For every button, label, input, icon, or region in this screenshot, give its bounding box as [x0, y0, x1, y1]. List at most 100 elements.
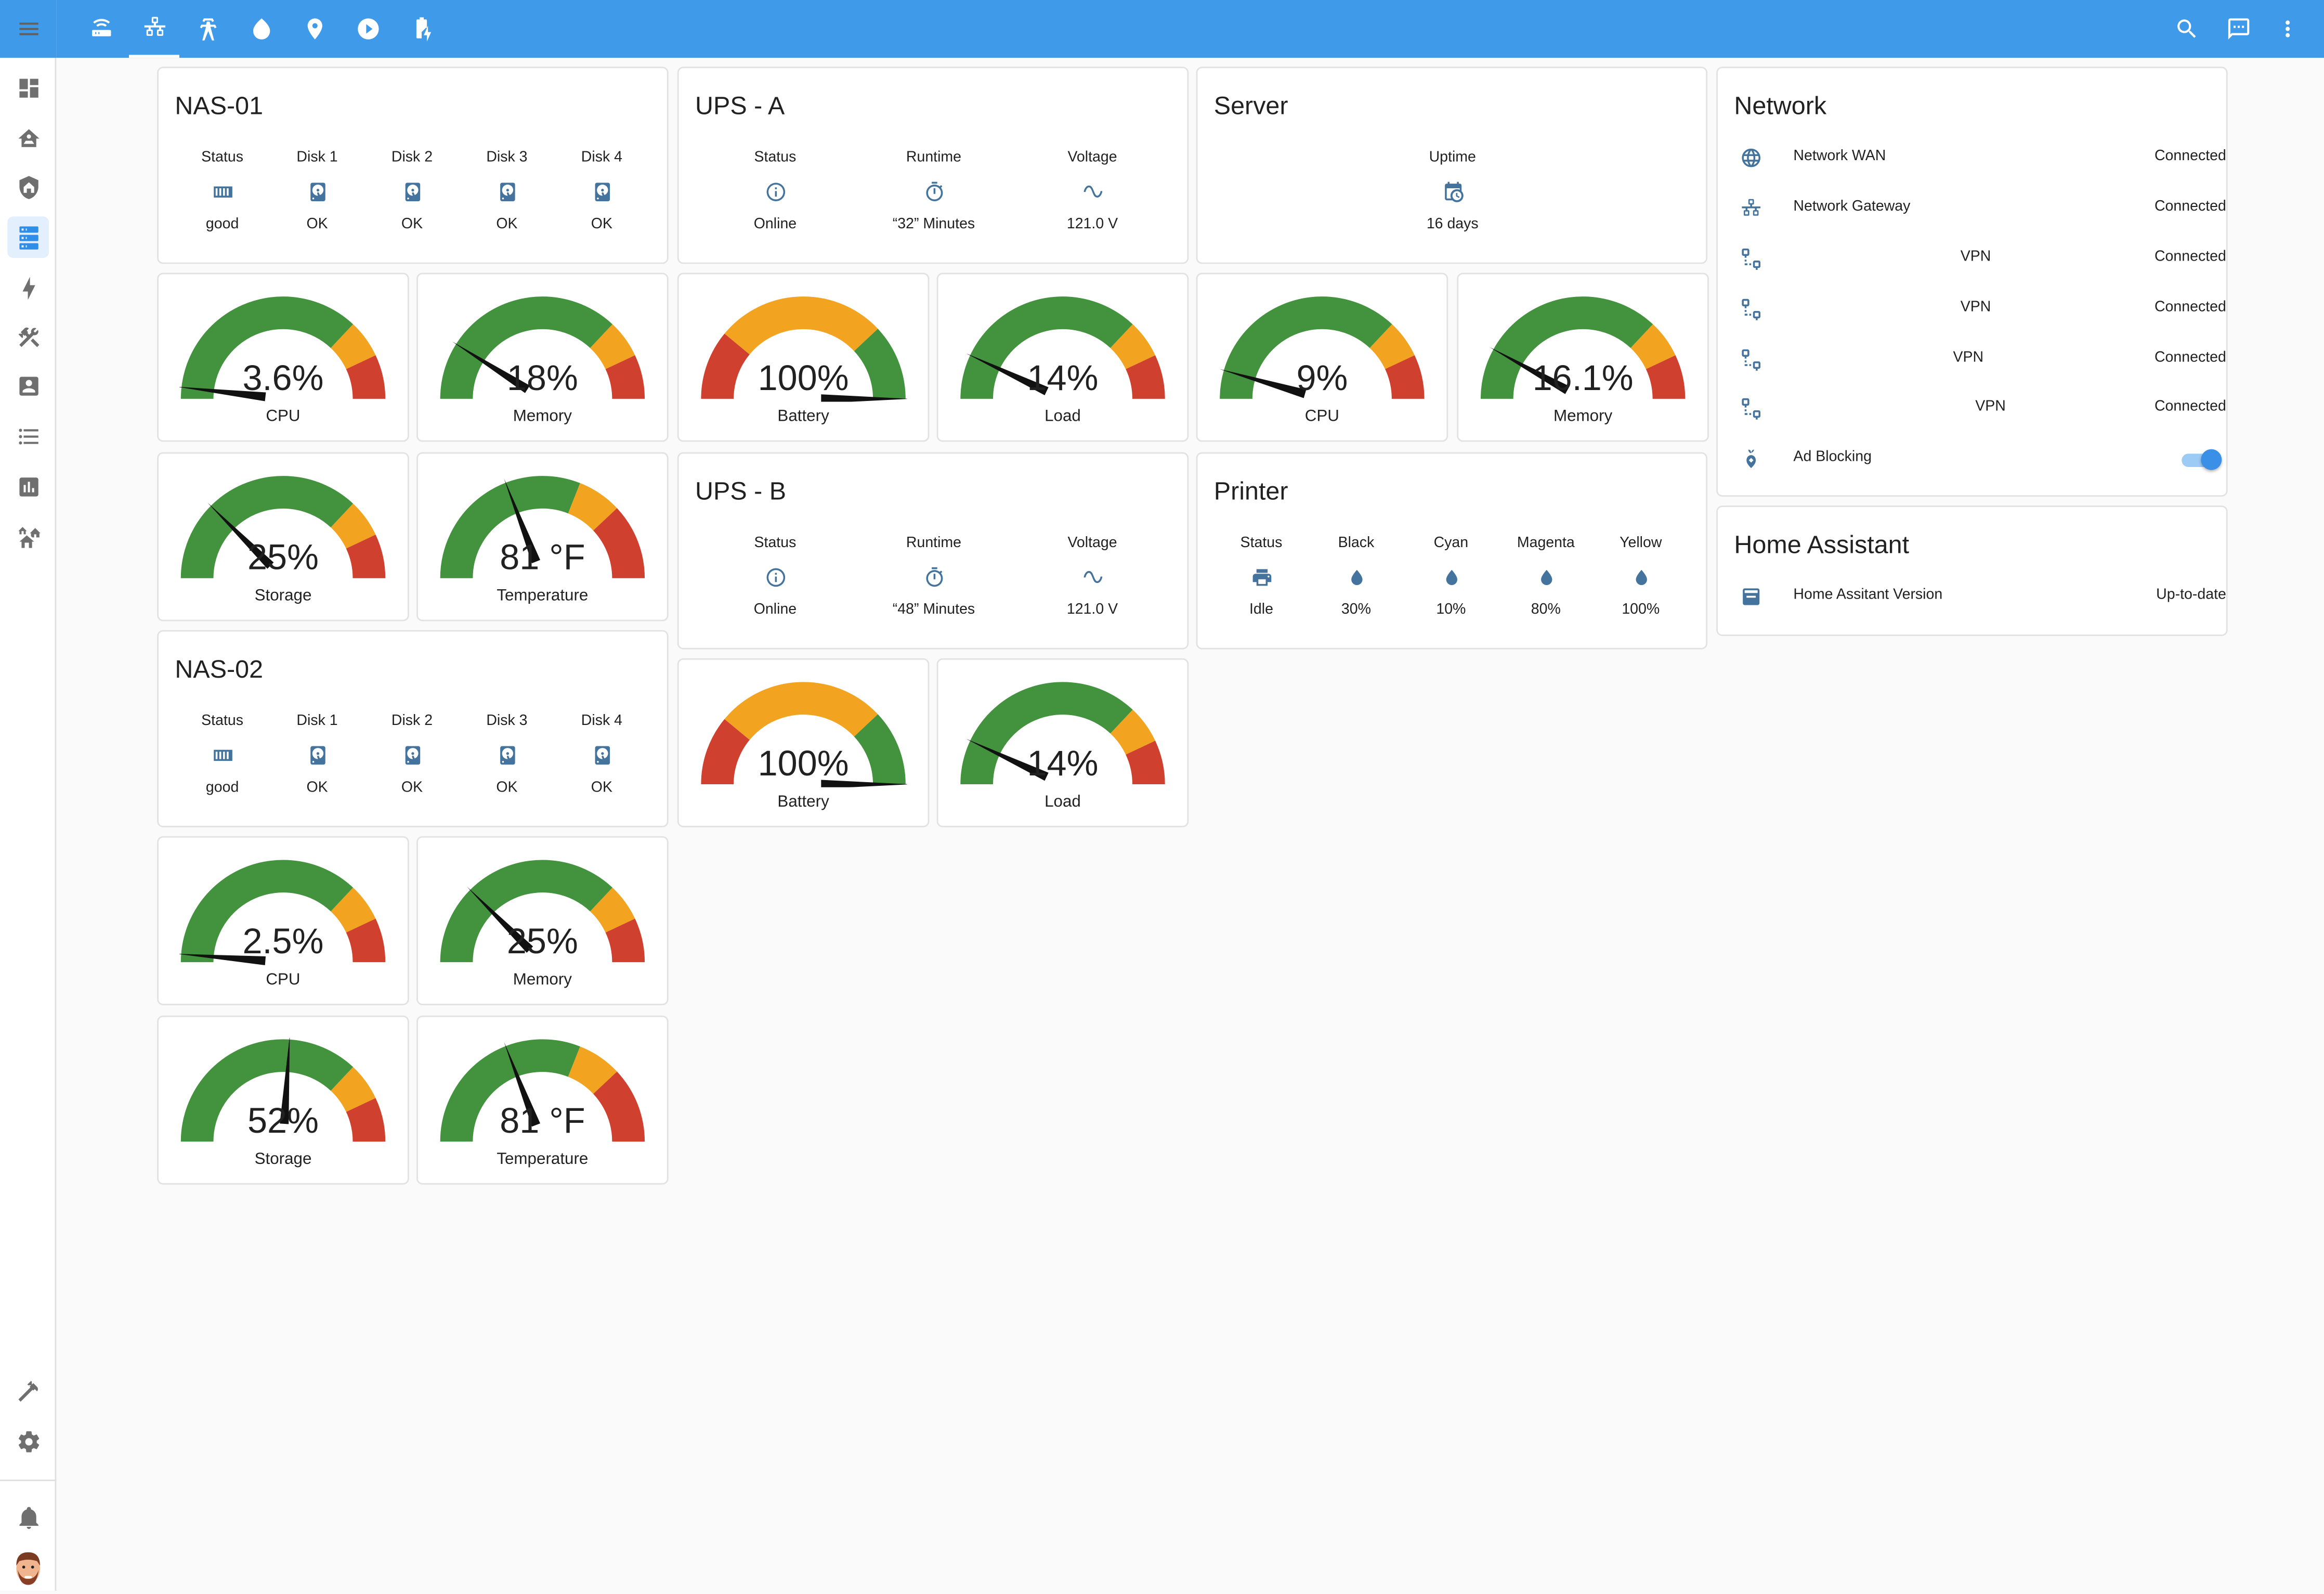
- nas01-disk3-cell[interactable]: Disk 3 OK: [460, 148, 554, 236]
- server-cpu-gauge[interactable]: 9% CPU: [1196, 273, 1448, 442]
- gauge-band-0: [701, 719, 750, 785]
- gauge-band-2: [346, 355, 386, 399]
- gauge-band-2: [605, 918, 645, 963]
- nas02-cpu-gauge[interactable]: 2.5% CPU: [157, 836, 409, 1005]
- gauge-name: Storage: [254, 587, 312, 605]
- ups-b-status-cell[interactable]: Status Online: [728, 534, 822, 621]
- vpn-row-1[interactable]: VPN Connected: [1734, 234, 2226, 284]
- network-wan-row[interactable]: Network WAN Connected: [1734, 134, 2226, 184]
- printer-black-cell[interactable]: Black 30%: [1309, 534, 1403, 621]
- printer-magenta-cell[interactable]: Magenta 80%: [1498, 534, 1593, 621]
- nas02-temperature-gauge[interactable]: 81 °F Temperature: [416, 1015, 669, 1185]
- nas02-status-cell[interactable]: Status good: [175, 711, 269, 799]
- cell-value: OK: [496, 216, 518, 233]
- gauge-dial: [960, 682, 1165, 785]
- home-automation-icon[interactable]: [7, 117, 49, 159]
- cell-label: Runtime: [906, 535, 962, 552]
- nas02-memory-gauge[interactable]: 25% Memory: [416, 836, 669, 1005]
- ups-b-runtime-cell[interactable]: Runtime “48” Minutes: [886, 534, 981, 621]
- menu-button[interactable]: [0, 0, 57, 58]
- lightning-bolt-icon[interactable]: [7, 267, 49, 308]
- ups-a-runtime-cell[interactable]: Runtime “32” Minutes: [886, 148, 981, 236]
- sine-wave-icon: [1045, 169, 1140, 214]
- gauge-needle: [966, 738, 1049, 781]
- tab-map-marker[interactable]: [289, 0, 340, 58]
- nas02-disk4-cell[interactable]: Disk 4 OK: [554, 711, 649, 799]
- ups-a-battery-gauge[interactable]: 100% Battery: [677, 273, 930, 442]
- row-state: Connected: [2154, 199, 2226, 215]
- hammer-wrench-icon[interactable]: [7, 316, 49, 357]
- overflow-menu-button[interactable]: [2262, 0, 2312, 58]
- gauge-band-1: [1110, 324, 1155, 370]
- ups-b-load-gauge[interactable]: 14% Load: [936, 658, 1189, 827]
- nas01-status-cell[interactable]: Status good: [175, 148, 269, 236]
- cell-value: Online: [753, 602, 797, 618]
- server-uptime-cell[interactable]: Uptime 16 days: [1405, 148, 1500, 236]
- account-box-icon[interactable]: [7, 365, 49, 406]
- nas01-disk1-cell[interactable]: Disk 1 OK: [270, 148, 364, 236]
- cell-label: Disk 2: [391, 713, 433, 730]
- ups-a-load-gauge[interactable]: 14% Load: [936, 273, 1189, 442]
- cell-label: Voltage: [1067, 149, 1117, 166]
- gauge-band-1: [590, 887, 635, 933]
- nas01-cpu-gauge[interactable]: 3.6% CPU: [157, 273, 409, 442]
- ups-b-battery-gauge[interactable]: 100% Battery: [677, 658, 930, 827]
- calendar-clock-icon: [1405, 169, 1500, 214]
- tab-battery-charging[interactable]: [396, 0, 446, 58]
- assist-button[interactable]: [2213, 0, 2263, 58]
- nas01-storage-gauge[interactable]: 25% Storage: [157, 452, 409, 621]
- dots-vertical-icon: [2284, 20, 2289, 37]
- printer-cyan-cell[interactable]: Cyan 10%: [1404, 534, 1498, 621]
- nas02-disk2-cell[interactable]: Disk 2 OK: [364, 711, 459, 799]
- row-state: Connected: [2154, 398, 2226, 416]
- nas02-disk3-cell[interactable]: Disk 3 OK: [460, 711, 554, 799]
- cog-icon[interactable]: [7, 1420, 49, 1462]
- cell-value: OK: [496, 780, 518, 796]
- ups-a-status-cell[interactable]: Status Online: [728, 148, 822, 236]
- ad-blocking-toggle[interactable]: [2182, 449, 2222, 470]
- cell-value: 121.0 V: [1066, 602, 1118, 618]
- nas01-temperature-gauge[interactable]: 81 °F Temperature: [416, 452, 669, 621]
- server-memory-gauge[interactable]: 16.1% Memory: [1457, 273, 1709, 442]
- ups-b-voltage-cell[interactable]: Voltage 121.0 V: [1045, 534, 1140, 621]
- network-gateway-row[interactable]: Network Gateway Connected: [1734, 184, 2226, 234]
- nas01-disk2-cell[interactable]: Disk 2 OK: [364, 148, 459, 236]
- format-list-bulleted-icon[interactable]: [7, 415, 49, 457]
- printer-status-cell[interactable]: Status Idle: [1214, 534, 1309, 621]
- ups-a-voltage-cell[interactable]: Voltage 121.0 V: [1045, 148, 1140, 236]
- gauge-value: 81 °F: [500, 538, 585, 578]
- nas01-disk4-cell[interactable]: Disk 4 OK: [554, 148, 649, 236]
- hammer-icon[interactable]: [7, 1370, 49, 1411]
- gauge-dial: [960, 296, 1165, 399]
- server-icon[interactable]: [7, 216, 49, 258]
- chart-box-icon[interactable]: [7, 465, 49, 507]
- ha-version-row[interactable]: Home Assitant Version Up-to-date: [1734, 572, 2226, 623]
- lan-connect-icon: [1740, 248, 1765, 273]
- search-button[interactable]: [2161, 0, 2211, 58]
- nas02-storage-gauge[interactable]: 52% Storage: [157, 1015, 409, 1185]
- shield-home-icon[interactable]: [7, 166, 49, 208]
- nas02-card: NAS-02 Status good Disk 1 OK Disk 2 OK D…: [157, 630, 669, 827]
- play-circle-icon: [357, 18, 378, 40]
- view-dashboard-icon[interactable]: [7, 67, 49, 108]
- vpn-row-4[interactable]: VPN Connected: [1734, 384, 2226, 434]
- tab-water[interactable]: [236, 0, 286, 58]
- user-avatar[interactable]: [12, 1548, 45, 1586]
- home-group-icon[interactable]: [7, 516, 49, 558]
- gauge-value: 9%: [1296, 358, 1348, 399]
- sidebar: [0, 0, 57, 1591]
- printer-yellow-cell[interactable]: Yellow 100%: [1594, 534, 1688, 621]
- tab-play-circle[interactable]: [343, 0, 393, 58]
- cell-label: Cyan: [1433, 535, 1469, 552]
- tab-lan[interactable]: [129, 0, 179, 58]
- timer-outline-icon: [886, 554, 981, 599]
- vpn-row-3[interactable]: VPN Connected: [1734, 335, 2226, 385]
- cell-label: Yellow: [1620, 535, 1662, 552]
- nas02-disk1-cell[interactable]: Disk 1 OK: [270, 711, 364, 799]
- tab-transmission-tower[interactable]: [182, 0, 233, 58]
- tab-router-wireless[interactable]: [75, 0, 126, 58]
- nas01-memory-gauge[interactable]: 18% Memory: [416, 273, 669, 442]
- vpn-row-2[interactable]: VPN Connected: [1734, 284, 2226, 335]
- bell-icon[interactable]: [7, 1496, 49, 1537]
